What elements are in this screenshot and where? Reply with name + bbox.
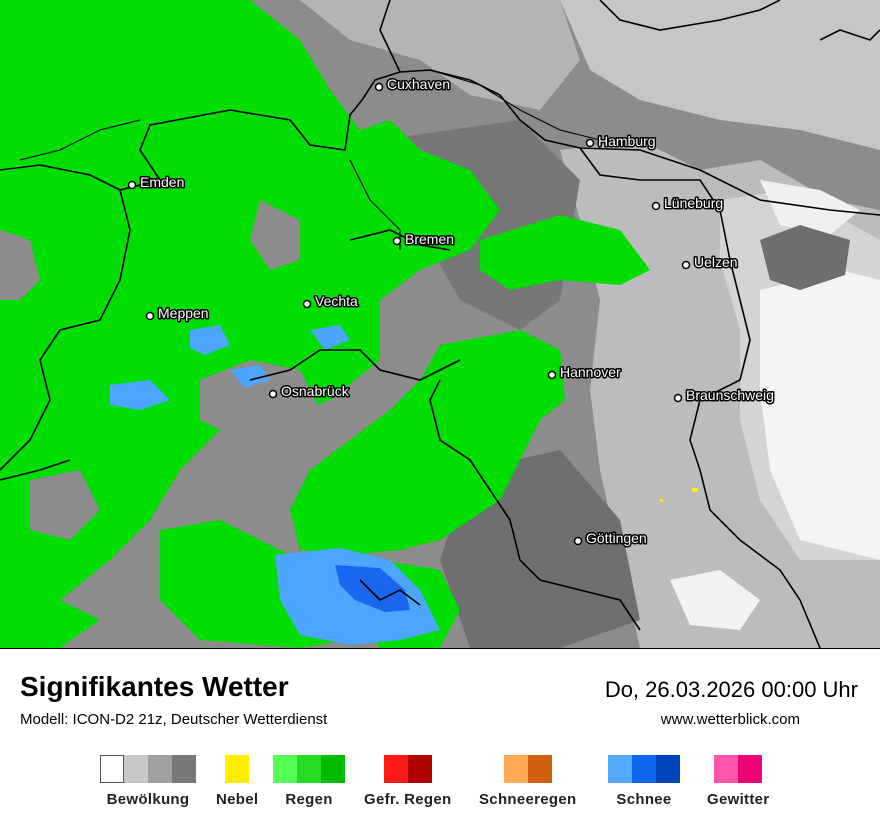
map-title: Signifikantes Wetter xyxy=(20,671,289,702)
legend-label: Schneeregen xyxy=(479,791,577,808)
city-marker-cuxhaven: Cuxhaven xyxy=(374,75,452,94)
city-marker-goettingen: Göttingen xyxy=(573,529,648,548)
cloud-gaps-in-rain xyxy=(0,200,320,540)
city-label: Uelzen xyxy=(694,254,738,270)
legend-swatches xyxy=(714,755,763,783)
legend-label: Nebel xyxy=(216,791,259,808)
city-marker-hannover: Hannover xyxy=(547,363,623,382)
city-label: Meppen xyxy=(158,305,209,321)
city-label: Cuxhaven xyxy=(387,76,450,92)
fog-pixel xyxy=(660,499,663,502)
city-marker-meppen: Meppen xyxy=(145,304,210,323)
borders-layer xyxy=(0,0,880,648)
legend-swatch xyxy=(148,755,172,783)
cloud-dark-patch-ne xyxy=(760,225,850,290)
legend-swatch xyxy=(738,755,763,783)
city-label: Hamburg xyxy=(598,133,656,149)
legend-swatch xyxy=(632,755,656,783)
city-label: Lüneburg xyxy=(664,195,723,211)
city-markers: Cuxhaven Hamburg Emden Lüneburg Bremen U… xyxy=(127,75,775,548)
legend-swatches xyxy=(608,755,680,783)
legend-swatch xyxy=(527,755,552,783)
legend-swatch xyxy=(297,755,321,783)
city-marker-uelzen: Uelzen xyxy=(681,253,739,272)
city-label: Braunschweig xyxy=(686,387,774,403)
legend-swatches xyxy=(503,755,552,783)
legend-label: Gefr. Regen xyxy=(364,791,452,808)
fog-pixel xyxy=(692,488,698,492)
legend-swatch xyxy=(407,755,432,783)
legend-swatch xyxy=(714,755,739,783)
legend-swatch xyxy=(656,755,680,783)
weather-map: Cuxhaven Hamburg Emden Lüneburg Bremen U… xyxy=(0,0,880,648)
legend-label: Regen xyxy=(285,791,333,808)
clear-sky-patch-se xyxy=(670,570,760,630)
cloud-light-area-north xyxy=(300,0,580,110)
city-marker-braunschweig: Braunschweig xyxy=(673,386,775,405)
city-marker-vechta: Vechta xyxy=(302,292,360,311)
legend-swatches xyxy=(225,755,250,783)
clear-sky-area xyxy=(760,270,880,560)
legend-label: Bewölkung xyxy=(106,791,190,808)
city-label: Vechta xyxy=(315,293,358,309)
city-label: Emden xyxy=(140,174,184,190)
legend-swatches xyxy=(273,755,345,783)
legend-swatch xyxy=(608,755,632,783)
legend-swatch xyxy=(383,755,408,783)
city-marker-hamburg: Hamburg xyxy=(585,132,657,151)
cloud-light-area-north-east xyxy=(560,0,880,150)
legend-item: Regen xyxy=(273,755,345,808)
city-label: Hannover xyxy=(560,364,621,380)
city-marker-lueneburg: Lüneburg xyxy=(651,194,725,213)
legend-swatches xyxy=(383,755,432,783)
legend-swatch xyxy=(321,755,345,783)
legend-swatch xyxy=(100,755,124,783)
city-marker-osnabrueck: Osnabrück xyxy=(268,382,351,401)
forecast-datetime: Do, 26.03.2026 00:00 Uhr xyxy=(604,677,858,702)
legend-swatch xyxy=(503,755,528,783)
city-marker-emden: Emden xyxy=(127,173,186,192)
legend-item: Gewitter xyxy=(707,755,769,808)
legend-item: Nebel xyxy=(216,755,258,808)
legend-swatch xyxy=(124,755,148,783)
legend-item: Schneeregen xyxy=(479,755,577,808)
legend-swatch xyxy=(225,755,250,783)
city-marker-bremen: Bremen xyxy=(392,230,456,249)
snow-layer xyxy=(110,325,440,645)
city-label: Osnabrück xyxy=(281,383,350,399)
legend-item: Gefr. Regen xyxy=(364,755,452,808)
weather-map-canvas: Cuxhaven Hamburg Emden Lüneburg Bremen U… xyxy=(0,0,880,648)
legend-swatches xyxy=(100,755,196,783)
legend-item: Schnee xyxy=(608,755,680,808)
model-source: Modell: ICON-D2 21z, Deutscher Wetterdie… xyxy=(20,711,328,728)
website-link[interactable]: www.wetterblick.com xyxy=(660,711,800,728)
legend-label: Schnee xyxy=(616,791,672,808)
city-label: Göttingen xyxy=(586,530,647,546)
legend-label: Gewitter xyxy=(707,791,770,808)
legend-swatch xyxy=(273,755,297,783)
map-footer: Signifikantes Wetter Modell: ICON-D2 21z… xyxy=(0,648,880,830)
city-label: Bremen xyxy=(405,231,454,247)
legend-swatch xyxy=(172,755,196,783)
legend-item: Bewölkung xyxy=(100,755,196,808)
